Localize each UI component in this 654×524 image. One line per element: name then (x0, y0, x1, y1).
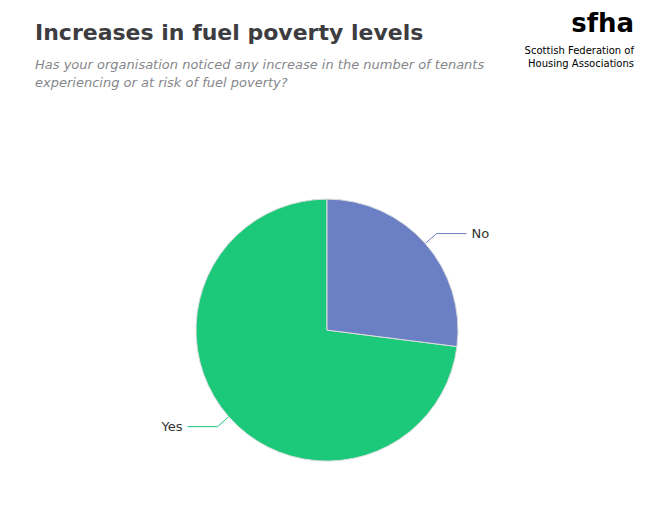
svg-text:sfha: sfha (571, 8, 634, 38)
svg-text:Has your organisation noticed: Has your organisation noticed any increa… (35, 57, 484, 72)
svg-text:experiencing or at risk of fue: experiencing or at risk of fuel poverty? (35, 75, 288, 90)
svg-text:Yes: Yes (160, 419, 182, 434)
svg-text:Scottish Federation of: Scottish Federation of (525, 45, 635, 56)
svg-text:No: No (472, 226, 490, 241)
svg-text:Housing Associations: Housing Associations (528, 58, 634, 69)
svg-text:Increases in fuel poverty leve: Increases in fuel poverty levels (35, 20, 423, 45)
